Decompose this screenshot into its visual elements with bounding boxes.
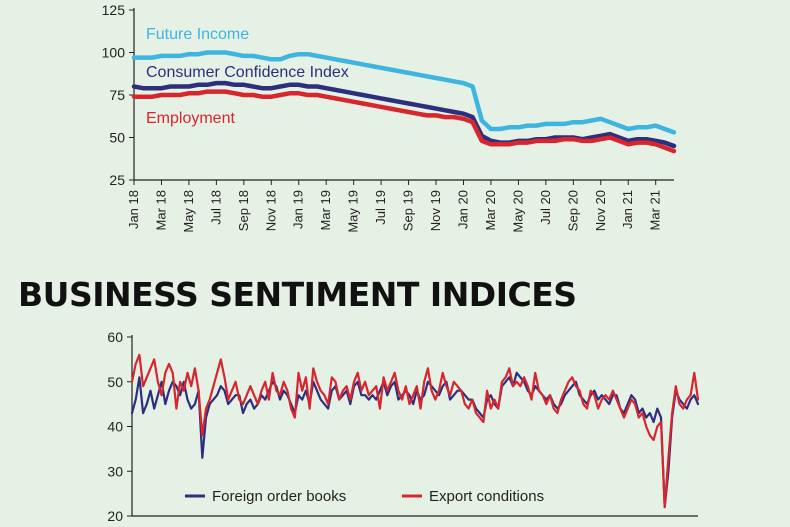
- y-tick-label: 75: [109, 87, 125, 103]
- x-tick-label: Mar 21: [648, 190, 663, 230]
- business-sentiment-title: BUSINESS SENTIMENT INDICES: [18, 275, 577, 314]
- y-tick-label: 20: [107, 508, 123, 524]
- series-line-employment: [131, 89, 677, 154]
- series-label-future-income: Future Income: [146, 26, 249, 43]
- business-chart: 20 30 40 50 60 Foreign order books Export cond…: [107, 329, 700, 524]
- legend-label-export-conditions: Export conditions: [429, 488, 544, 505]
- consumer-chart: 25 50 75 100 125 Jan 18 Mar 18 May 18 Jul 18 Sep …: [102, 2, 677, 233]
- x-tick-label: Sep 19: [401, 190, 416, 231]
- x-tick-label: Nov 20: [593, 190, 608, 231]
- x-tick-label: Jul 19: [373, 190, 388, 225]
- x-tick-label: Mar 20: [483, 190, 498, 230]
- legend: Foreign order books Export conditions: [185, 488, 544, 505]
- y-tick-label: 100: [102, 45, 126, 61]
- x-tick-label: Jan 21: [620, 190, 635, 229]
- series-label-employment: Employment: [146, 110, 235, 127]
- y-tick-label: 30: [107, 463, 123, 479]
- x-tick-label: Jan 20: [455, 190, 470, 229]
- y-tick-label: 25: [109, 172, 125, 188]
- y-tick-label: 50: [107, 374, 123, 390]
- y-tick-label: 125: [102, 2, 126, 18]
- y-tick-label: 50: [109, 130, 125, 146]
- x-tick-label: Sep 20: [565, 190, 580, 231]
- x-tick-label: May 20: [510, 190, 525, 233]
- legend-label-foreign-order-books: Foreign order books: [212, 488, 346, 505]
- x-tick-label: Nov 18: [263, 190, 278, 231]
- y-tick-label: 60: [107, 329, 123, 345]
- series-line-export-conditions: [130, 353, 700, 509]
- x-tick-label: Jul 18: [208, 190, 223, 225]
- x-tick-label: Mar 18: [153, 190, 168, 230]
- y-tick-label: 40: [107, 419, 123, 435]
- series-label-consumer-confidence-index: Consumer Confidence Index: [146, 64, 349, 81]
- x-tick-label: Jul 20: [538, 190, 553, 225]
- x-tick-label: Jan 19: [291, 190, 306, 229]
- series-line-future-income: [131, 50, 677, 135]
- x-tick-label: Jan 18: [126, 190, 141, 229]
- x-tick-label: May 18: [181, 190, 196, 233]
- x-tick-label: Mar 19: [318, 190, 333, 230]
- x-tick-label: Sep 18: [236, 190, 251, 231]
- x-tick-label: May 19: [346, 190, 361, 233]
- x-tick-label: Nov 19: [428, 190, 443, 231]
